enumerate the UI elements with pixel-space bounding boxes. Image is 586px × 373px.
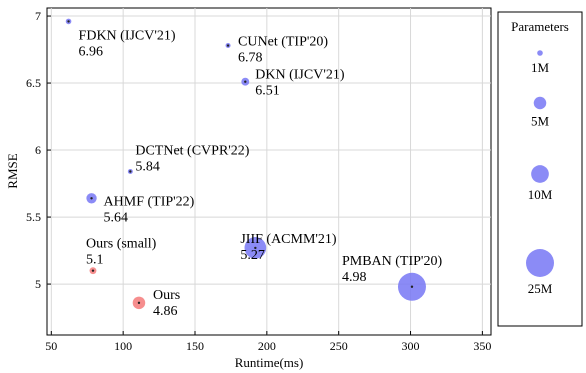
point-name-label: FDKN (IJCV'21) [79, 28, 176, 43]
legend-marker [533, 96, 547, 110]
data-point-center [67, 20, 70, 23]
y-tick-label: 5 [35, 277, 41, 291]
x-tick-label: 300 [402, 339, 420, 353]
point-name-label: DCTNet (CVPR'22) [135, 144, 249, 159]
data-points [65, 18, 426, 310]
point-name-label: Ours [153, 288, 180, 303]
point-value-label: 6.78 [238, 51, 262, 66]
legend-title: Parameters [511, 19, 569, 34]
y-tick-label: 7 [35, 9, 41, 23]
data-point-center [90, 197, 93, 200]
x-tick-label: 200 [258, 339, 276, 353]
legend-marker [537, 50, 543, 56]
y-axis-label: RMSE [5, 153, 20, 188]
point-name-label: PMBAN (TIP'20) [342, 254, 442, 269]
legend-entries: 1M 5M 10M 25M [526, 50, 554, 296]
point-value-label: 5.1 [86, 253, 104, 268]
x-tick-label: 350 [473, 339, 491, 353]
point-name-label: AHMF (TIP'22) [104, 194, 195, 209]
x-tick-label: 250 [330, 339, 348, 353]
point-value-label: 4.98 [342, 270, 367, 285]
x-tick-label: 150 [186, 339, 204, 353]
legend-label: 10M [528, 187, 553, 202]
point-value-label: 5.27 [240, 248, 265, 263]
data-labels: FDKN (IJCV'21)6.96 CUNet (TIP'20)6.78 DKN … [79, 28, 443, 318]
legend-marker [526, 249, 554, 277]
point-value-label: 6.96 [79, 44, 104, 59]
point-value-label: 4.86 [153, 304, 178, 319]
axis-ticks: 50 100 150 200 250 300 350 5 5.5 6 6.5 7 [26, 9, 491, 353]
y-tick-label: 5.5 [26, 210, 41, 224]
point-name-label: Ours (small) [86, 237, 157, 252]
data-point-center [226, 44, 230, 47]
y-tick-label: 6 [35, 143, 41, 157]
x-tick-label: 50 [45, 339, 57, 353]
data-point-center [244, 80, 247, 83]
point-value-label: 5.64 [104, 210, 129, 225]
y-tick-label: 6.5 [26, 76, 41, 90]
data-point-center [254, 246, 257, 250]
legend-marker [531, 165, 549, 183]
data-point-center [129, 170, 132, 173]
data-point-center [137, 301, 141, 305]
x-axis-label: Runtime(ms) [235, 355, 304, 370]
point-value-label: 5.84 [135, 160, 160, 175]
point-name-label: CUNet (TIP'20) [238, 35, 328, 50]
point-value-label: 6.51 [255, 84, 280, 99]
legend-label: 5M [531, 113, 550, 128]
data-point-center [91, 269, 95, 272]
legend-label: 1M [531, 60, 550, 75]
legend-label: 25M [528, 281, 553, 296]
point-name-label: DKN (IJCV'21) [255, 68, 345, 83]
point-name-label: JIIF (ACMM'21) [240, 232, 337, 247]
data-point-center [410, 285, 414, 288]
x-tick-label: 100 [114, 339, 132, 353]
